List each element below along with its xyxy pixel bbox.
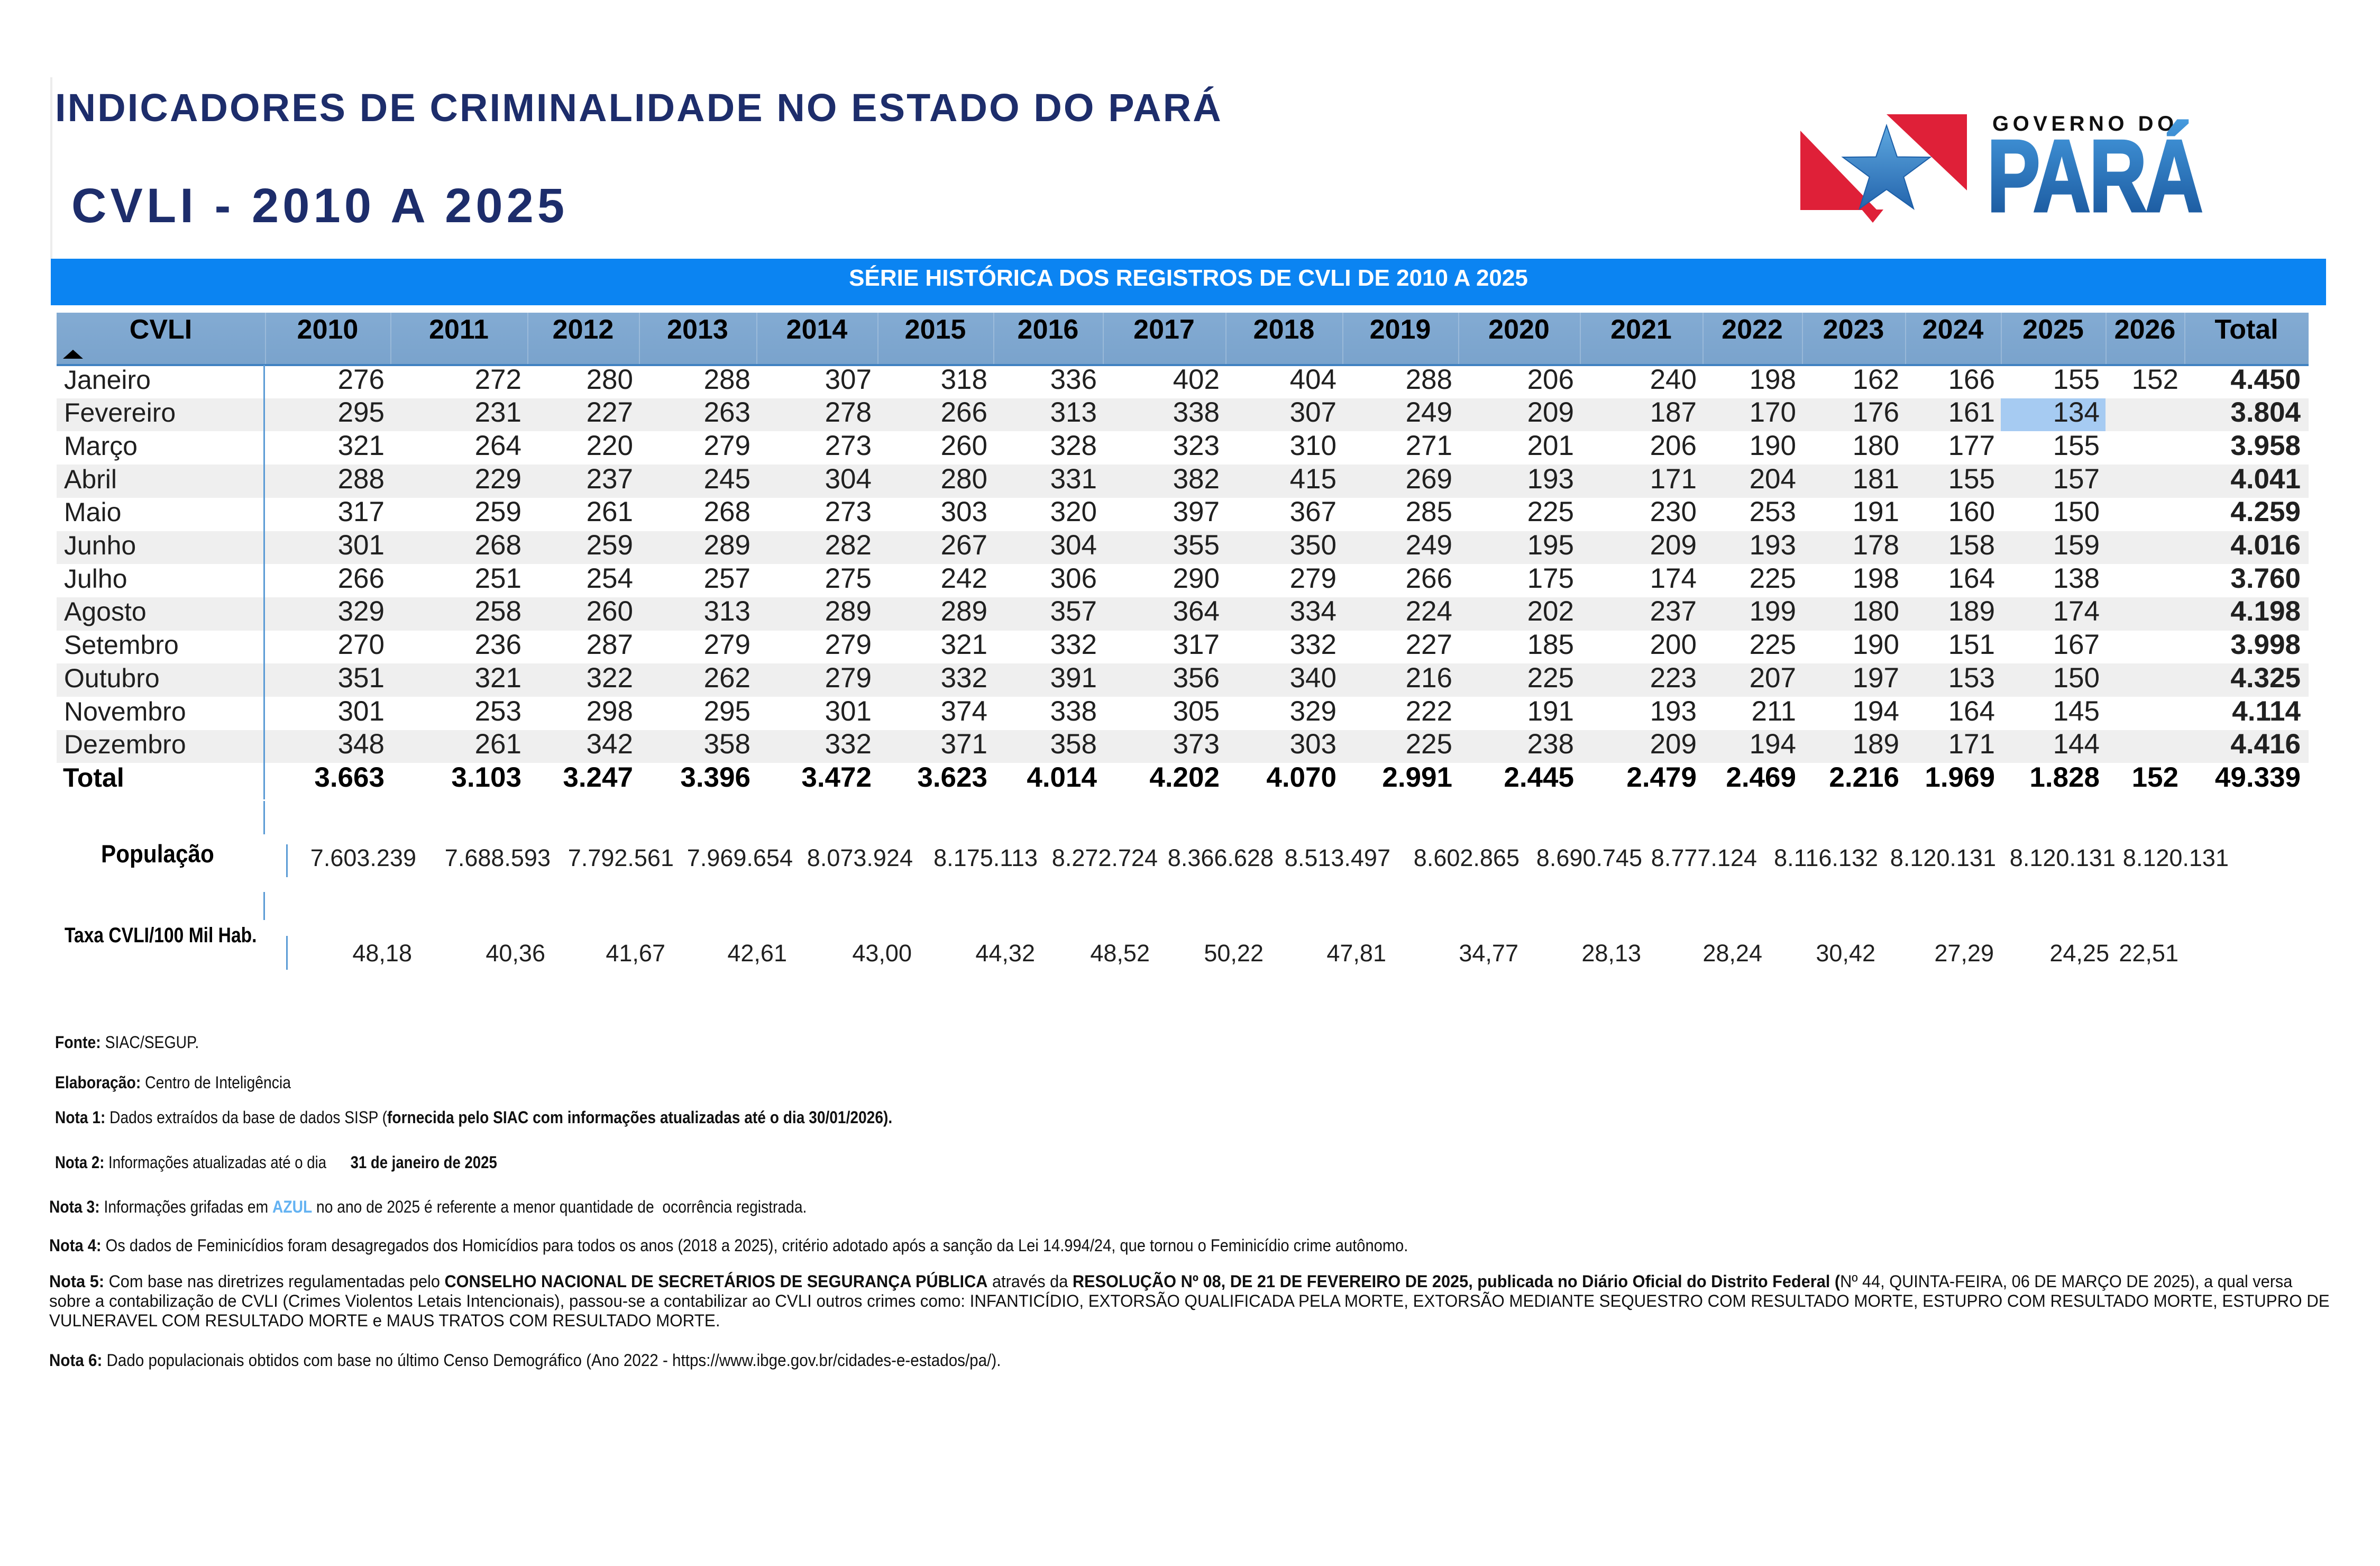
svg-text:PARÁ: PARÁ (1987, 119, 2202, 227)
svg-text:GOVERNO DO: GOVERNO DO (1992, 112, 2178, 135)
